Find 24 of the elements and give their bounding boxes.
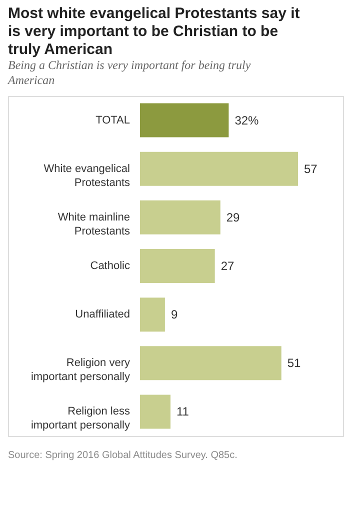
y-tick-label: TOTAL	[96, 114, 130, 126]
data-label: 51	[287, 356, 302, 370]
y-tick-label: Unaffiliated	[75, 308, 130, 321]
data-label: 32%	[234, 113, 260, 128]
source-note: Source: Spring 2016 Global Attitudes Survey. Q85c.	[8, 450, 238, 461]
y-tick-label: Catholic	[90, 260, 130, 272]
bar	[140, 200, 220, 234]
bar	[140, 394, 170, 429]
chart-subtitle: Being a Christian is very important for being truly American	[7, 58, 252, 87]
y-tick-label: White evangelical Protestants	[44, 162, 130, 189]
data-label: 11	[176, 404, 190, 419]
y-tick-label: White mainline Protestants	[58, 211, 130, 238]
y-tick-label: Religion less important personally	[30, 406, 130, 432]
data-label: 29	[226, 210, 240, 224]
y-tick-label: Religion very important personally	[30, 357, 130, 384]
bar	[140, 152, 298, 186]
bar	[140, 103, 229, 138]
bar	[140, 298, 165, 332]
data-label: 9	[170, 308, 178, 322]
data-label: 27	[220, 259, 235, 273]
data-label: 57	[304, 162, 318, 176]
bar	[140, 346, 282, 380]
bar	[140, 249, 215, 283]
chart-title: Most white evangelical Protestants say it is very important to be Christian to be truly American	[8, 5, 300, 58]
